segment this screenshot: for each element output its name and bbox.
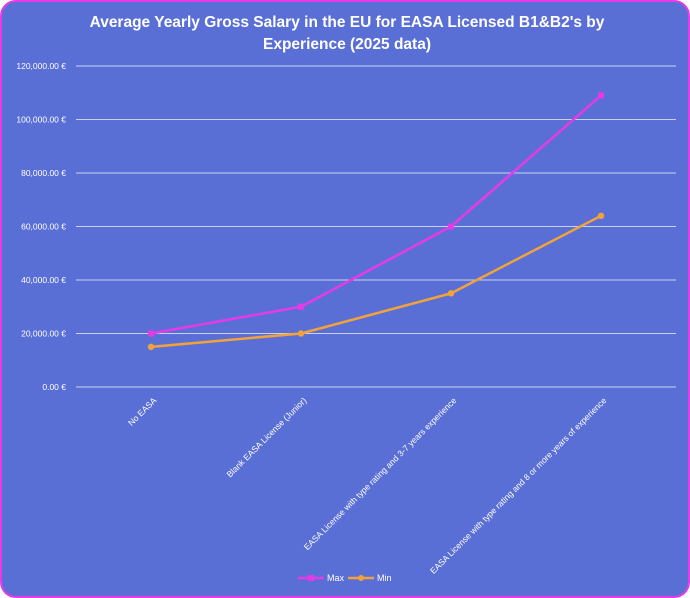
y-tick-label-3: 60,000.00 € xyxy=(21,222,66,232)
point-min-0 xyxy=(147,343,155,351)
point-max-2 xyxy=(448,223,454,230)
y-tick-label-5: 100,000.00 € xyxy=(16,115,66,125)
point-min-2 xyxy=(447,290,455,297)
series-line-min xyxy=(150,214,602,349)
legend-label-max: Max xyxy=(327,573,345,583)
y-tick-label-0: 0.00 € xyxy=(42,382,66,392)
x-tick-label-3: EASA License with type rating and 8 or m… xyxy=(428,395,609,576)
y-tick-label-6: 120,000.00 € xyxy=(16,61,66,71)
x-tick-label-2: EASA License with type rating and 3-7 ye… xyxy=(302,395,459,552)
legend-label-min: Min xyxy=(377,573,392,583)
point-min-1 xyxy=(297,330,305,337)
y-tick-label-2: 40,000.00 € xyxy=(21,275,66,285)
point-max-1 xyxy=(298,303,304,310)
chart-title-line2: Experience (2025 data) xyxy=(262,36,431,53)
y-tick-label-1: 20,000.00 € xyxy=(21,329,66,339)
x-tick-label-1: Blank EASA License (Junior) xyxy=(225,395,309,479)
chart-title: Average Yearly Gross Salary in the EU fo… xyxy=(62,12,632,56)
x-tick-label-0: No EASA xyxy=(126,395,159,428)
chart-title-line1: Average Yearly Gross Salary in the EU fo… xyxy=(89,14,605,31)
y-tick-label-4: 80,000.00 € xyxy=(21,168,66,178)
legend-marker-min xyxy=(358,575,364,581)
point-min-3 xyxy=(597,212,605,219)
point-max-0 xyxy=(148,330,154,337)
legend-marker-max xyxy=(308,575,314,581)
series-line-max xyxy=(150,94,602,335)
point-max-3 xyxy=(598,92,604,99)
